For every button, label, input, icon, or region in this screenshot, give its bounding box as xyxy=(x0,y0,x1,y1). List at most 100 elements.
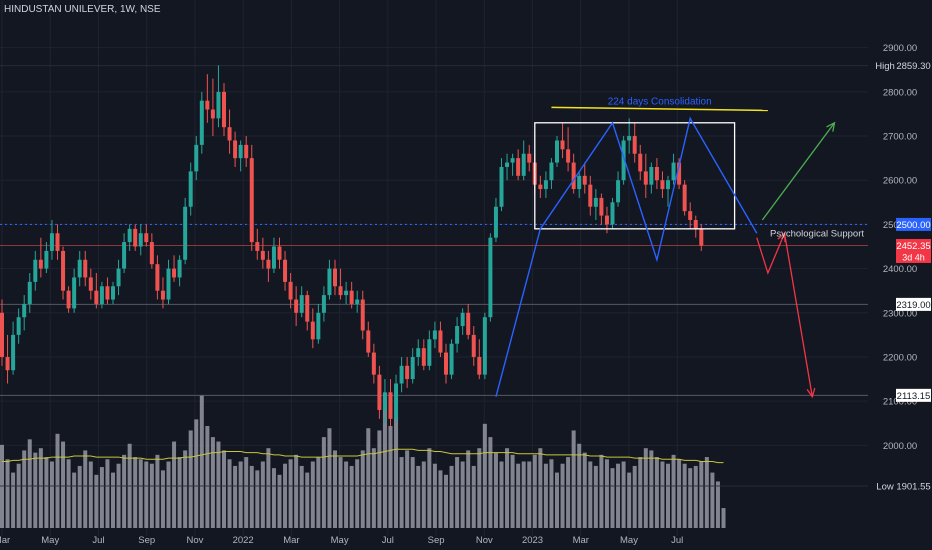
candle-body xyxy=(305,295,310,322)
candle-body xyxy=(527,153,532,163)
time-tick-label: Mar xyxy=(573,535,589,546)
price-label-box[interactable] xyxy=(896,388,931,402)
price-axis[interactable]: 2900.00 2800.00 2700.00 2600.00 2500.00 2400.… xyxy=(874,43,931,493)
candle-body xyxy=(333,268,337,287)
candle-body xyxy=(88,277,93,291)
volume-bar xyxy=(233,465,238,528)
volume-bar xyxy=(360,450,365,528)
time-axis[interactable]: Mar May Jul Sep Nov 2022 Mar May Jul Sep Nov 2023 Ma… xyxy=(0,535,683,546)
volume-bar xyxy=(249,465,254,528)
volume-bar xyxy=(344,461,349,528)
candle-body xyxy=(505,162,510,167)
volume-bar xyxy=(593,465,598,528)
volume-bar xyxy=(99,467,104,528)
candle-body xyxy=(616,180,621,203)
volume-bar xyxy=(94,474,99,528)
volume-bar xyxy=(588,461,593,528)
red-path-arrow[interactable] xyxy=(756,233,786,275)
blue-wave-path[interactable] xyxy=(495,116,758,397)
volume-bar xyxy=(649,450,654,528)
volume-bar xyxy=(416,465,421,528)
candle-body xyxy=(260,250,265,260)
green-target-arrow[interactable] xyxy=(761,122,836,221)
volume-bar xyxy=(316,457,321,528)
candle-body xyxy=(349,290,354,304)
candle-body xyxy=(16,317,21,335)
candle-body xyxy=(399,365,404,384)
volume-bar xyxy=(222,450,226,528)
price-label-tag-box xyxy=(874,59,896,73)
time-tick-label: Jul xyxy=(382,535,394,546)
time-tick-label: Jul xyxy=(92,535,104,546)
red-target-arrow[interactable] xyxy=(783,233,813,397)
volume-bar xyxy=(671,454,676,528)
candle-body xyxy=(643,171,648,185)
price-label-box[interactable] xyxy=(896,217,931,231)
price-label-countdown: 3d 4h xyxy=(902,252,925,262)
volume-bar xyxy=(704,457,709,528)
candle-body xyxy=(649,166,654,185)
candle-body xyxy=(394,383,399,419)
candle-body xyxy=(366,330,371,353)
volume-bar xyxy=(177,457,182,528)
candle-body xyxy=(266,259,271,269)
volume-bar xyxy=(260,461,265,528)
price-label-box[interactable] xyxy=(896,479,931,493)
candle-body xyxy=(582,175,587,185)
consolidation-line[interactable] xyxy=(551,106,768,112)
price-label-box[interactable] xyxy=(896,297,931,311)
volume-bar xyxy=(616,463,621,528)
volume-bar xyxy=(543,463,548,528)
volume-bar xyxy=(560,463,565,528)
candle-body xyxy=(466,312,471,335)
candle-body xyxy=(521,153,526,176)
candle-body xyxy=(499,166,504,207)
volume-bar xyxy=(582,452,587,528)
volume-bar xyxy=(138,459,143,528)
volume-bar xyxy=(699,461,704,528)
volume-bar xyxy=(160,470,165,528)
candle-body xyxy=(194,144,199,172)
time-tick-label: Sep xyxy=(428,535,445,546)
volume-bar xyxy=(105,459,110,528)
volume-bar xyxy=(471,465,476,528)
volume-bar xyxy=(610,468,615,528)
candle-body xyxy=(99,286,104,304)
volume-bar xyxy=(194,419,199,528)
candle-body xyxy=(338,286,343,296)
volume-bar xyxy=(305,472,310,528)
volume-bar xyxy=(294,454,299,528)
price-tick-label: 2000.00 xyxy=(883,441,917,452)
drawing-layer[interactable]: 224 days Consolidation Psychological Supp… xyxy=(495,96,864,399)
volume-bar xyxy=(438,470,443,528)
volume-bar xyxy=(527,461,532,528)
volume-bar xyxy=(310,461,315,528)
consolidation-box[interactable] xyxy=(534,122,736,230)
candle-body xyxy=(238,144,243,159)
candle-body xyxy=(666,180,670,190)
volume-bar xyxy=(210,437,215,528)
volume-bar xyxy=(27,439,32,528)
volume-bar xyxy=(488,437,493,528)
time-tick-label: May xyxy=(620,535,638,546)
price-tick-label: 2400.00 xyxy=(883,264,917,275)
volume-bar xyxy=(83,450,88,528)
volume-bar xyxy=(627,472,632,528)
candle-body xyxy=(94,290,99,304)
volume-bar xyxy=(571,430,576,528)
volume-bar xyxy=(327,428,332,528)
price-label-box[interactable] xyxy=(896,59,931,73)
time-tick-label: May xyxy=(331,535,349,546)
time-tick-label: Nov xyxy=(186,535,203,546)
price-label-box[interactable] xyxy=(896,238,931,263)
volume-bar xyxy=(122,454,127,528)
volume-bar xyxy=(227,459,232,528)
volume-bar xyxy=(33,452,38,528)
candle-body xyxy=(671,162,676,181)
volume-bar xyxy=(338,457,343,528)
volume-bar xyxy=(421,461,426,528)
volume-bar xyxy=(377,430,382,528)
candle-body xyxy=(560,140,565,150)
candle-body xyxy=(44,250,49,269)
